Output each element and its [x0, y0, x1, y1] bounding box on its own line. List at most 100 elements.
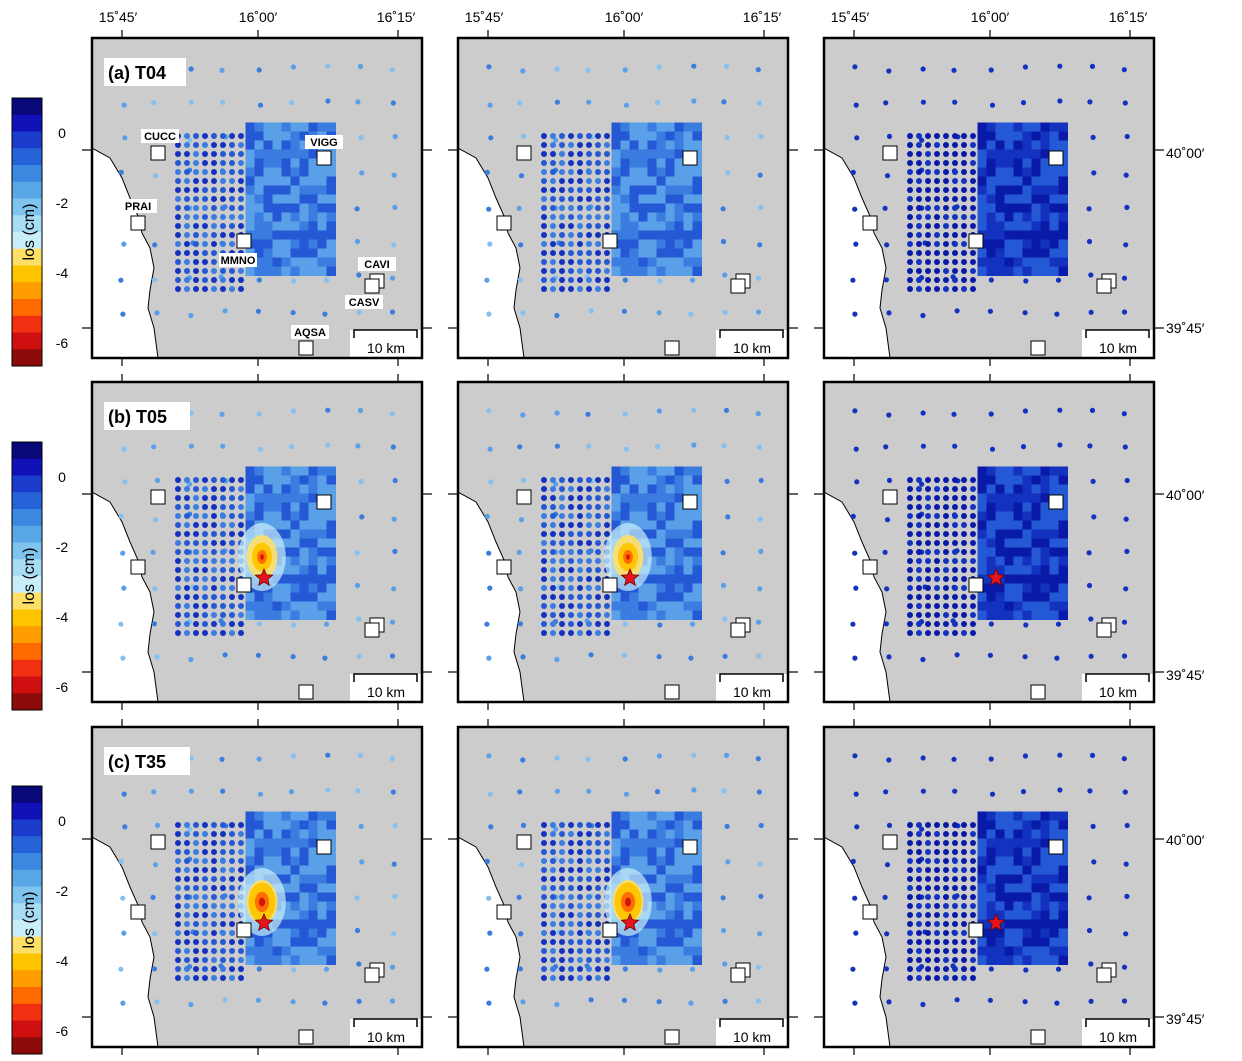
displacement-point: [184, 286, 190, 292]
displacement-cell: [1040, 892, 1050, 902]
displacement-cell: [674, 847, 684, 857]
displacement-cell: [638, 847, 648, 857]
displacement-cell: [290, 511, 300, 521]
displacement-point: [595, 612, 601, 618]
displacement-cell: [656, 239, 666, 249]
displacement-point: [934, 948, 940, 954]
displacement-point: [886, 999, 892, 1005]
displacement-point: [392, 822, 398, 829]
displacement-point: [325, 752, 331, 758]
displacement-point: [943, 822, 949, 828]
displacement-point: [1057, 98, 1063, 104]
displacement-cell: [1013, 928, 1023, 938]
displacement-cell: [611, 592, 621, 602]
displacement-point: [559, 531, 565, 537]
displacement-point: [757, 931, 763, 937]
displacement-cell: [281, 556, 291, 566]
epicenter-star-icon: [986, 567, 1006, 587]
displacement-cell: [1058, 874, 1068, 884]
displacement-point: [541, 196, 547, 202]
displacement-point: [554, 99, 560, 105]
displacement-cell: [977, 937, 987, 947]
displacement-cell: [674, 140, 684, 150]
displacement-point: [722, 309, 728, 315]
displacement-cell: [272, 158, 282, 168]
displacement-cell: [1058, 475, 1068, 485]
displacement-point: [202, 504, 208, 510]
displacement-cell: [317, 874, 327, 884]
displacement-point: [586, 840, 592, 846]
displacement-point: [595, 594, 601, 600]
displacement-cell: [986, 257, 996, 267]
displacement-point: [916, 223, 922, 229]
displacement-cell: [245, 194, 255, 204]
displacement-point: [925, 966, 931, 972]
displacement-cell: [1013, 874, 1023, 884]
displacement-point: [175, 151, 181, 157]
displacement-point: [925, 495, 931, 501]
displacement-point: [568, 214, 574, 220]
displacement-cell: [1004, 167, 1014, 177]
displacement-cell: [1022, 131, 1032, 141]
displacement-cell: [665, 484, 675, 494]
lon-label-1600: 16˚00′: [605, 9, 644, 25]
displacement-point: [541, 840, 547, 846]
scale-bar: [1085, 329, 1150, 338]
displacement-cell: [1040, 610, 1050, 620]
displacement-cell: [665, 466, 675, 476]
displacement-point: [229, 858, 235, 864]
displacement-cell: [1004, 892, 1014, 902]
displacement-point: [559, 169, 565, 175]
displacement-point: [757, 586, 763, 592]
colorbar-swatch: [12, 148, 42, 166]
displacement-cell: [638, 230, 648, 240]
displacement-cell: [245, 865, 255, 875]
displacement-cell: [299, 520, 309, 530]
displacement-point: [559, 277, 565, 283]
displacement-point: [970, 831, 976, 837]
displacement-point: [118, 513, 124, 519]
displacement-point: [550, 133, 556, 139]
displacement-point: [202, 867, 208, 873]
displacement-point: [907, 822, 913, 828]
displacement-point: [238, 223, 244, 229]
displacement-cell: [647, 865, 657, 875]
displacement-point: [541, 876, 547, 882]
displacement-cell: [281, 520, 291, 530]
displacement-cell: [308, 212, 318, 222]
displacement-point: [907, 232, 913, 238]
displacement-cell: [986, 565, 996, 575]
displacement-cell: [1013, 176, 1023, 186]
displacement-point: [720, 895, 726, 901]
displacement-cell: [299, 538, 309, 548]
displacement-cell: [299, 230, 309, 240]
displacement-point: [621, 997, 627, 1003]
displacement-point: [357, 63, 364, 69]
displacement-point: [193, 921, 199, 927]
displacement-point: [952, 630, 958, 636]
displacement-point: [175, 142, 181, 148]
displacement-cell: [272, 266, 282, 276]
displacement-cell: [308, 856, 318, 866]
displacement-cell: [1058, 257, 1068, 267]
displacement-point: [392, 893, 398, 899]
displacement-point: [568, 160, 574, 166]
displacement-cell: [1022, 856, 1032, 866]
displacement-point: [970, 268, 976, 274]
displacement-point: [193, 477, 199, 483]
displacement-point: [202, 603, 208, 609]
panel-frame: [822, 725, 1156, 1049]
displacement-cell: [326, 955, 336, 965]
displacement-cell: [317, 230, 327, 240]
displacement-cell: [1031, 538, 1041, 548]
displacement-point: [604, 858, 610, 864]
displacement-cell: [1013, 829, 1023, 839]
gps-station-marker: [882, 145, 898, 161]
displacement-cell: [326, 565, 336, 575]
displacement-cell: [647, 511, 657, 521]
displacement-cell: [995, 601, 1005, 611]
displacement-point: [184, 196, 190, 202]
displacement-cell: [692, 874, 702, 884]
displacement-cell: [683, 955, 693, 965]
displacement-cell: [326, 475, 336, 485]
